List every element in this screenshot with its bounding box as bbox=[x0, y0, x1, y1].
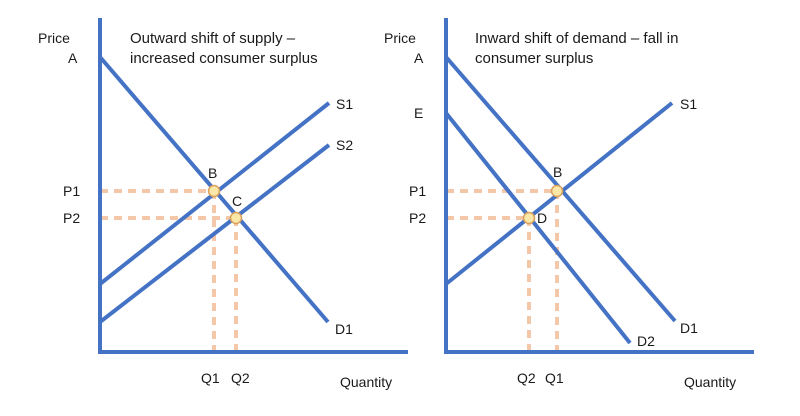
left-p1-label: P1 bbox=[63, 183, 80, 199]
right-p2-label: P2 bbox=[409, 210, 426, 226]
right-panel: Price A E Inward shift of demand – fall … bbox=[384, 18, 754, 390]
left-s1-label: S1 bbox=[336, 96, 353, 112]
left-point-c-label: C bbox=[232, 193, 242, 209]
left-panel: Price A Outward shift of supply – increa… bbox=[38, 18, 408, 390]
left-point-b-marker bbox=[207, 184, 221, 198]
right-d2-label: D2 bbox=[637, 333, 655, 349]
right-point-b-marker bbox=[550, 184, 564, 198]
left-d1-label: D1 bbox=[335, 321, 353, 337]
left-point-c-marker bbox=[229, 211, 243, 225]
left-q1-label: Q1 bbox=[201, 370, 220, 386]
right-s1-label: S1 bbox=[680, 96, 697, 112]
right-price-axis-label: Price bbox=[384, 30, 416, 46]
right-point-d-marker bbox=[522, 211, 536, 225]
right-quantity-axis-label: Quantity bbox=[684, 374, 736, 390]
left-q2-label: Q2 bbox=[231, 370, 250, 386]
left-title-line1: Outward shift of supply – bbox=[130, 30, 296, 47]
right-point-b-label: B bbox=[553, 164, 562, 180]
left-point-b-label: B bbox=[208, 165, 217, 181]
right-q2-label: Q2 bbox=[517, 370, 536, 386]
left-quantity-axis-label: Quantity bbox=[340, 374, 392, 390]
right-point-a-label: A bbox=[414, 50, 424, 66]
right-demand-d2-curve bbox=[444, 111, 632, 345]
right-title-line1: Inward shift of demand – fall in bbox=[475, 30, 678, 47]
left-p2-label: P2 bbox=[63, 210, 80, 226]
left-title-line2: increased consumer surplus bbox=[130, 50, 318, 67]
left-price-axis-label: Price bbox=[38, 30, 70, 46]
right-q1-label: Q1 bbox=[545, 370, 564, 386]
left-supply-s2-curve bbox=[98, 143, 331, 324]
right-title-line2: consumer surplus bbox=[475, 50, 593, 67]
right-d1-label: D1 bbox=[680, 320, 698, 336]
left-point-a-label: A bbox=[68, 50, 78, 66]
right-p1-label: P1 bbox=[409, 183, 426, 199]
right-point-d-label: D bbox=[537, 210, 547, 226]
right-point-e-label: E bbox=[414, 105, 423, 121]
left-s2-label: S2 bbox=[336, 137, 353, 153]
